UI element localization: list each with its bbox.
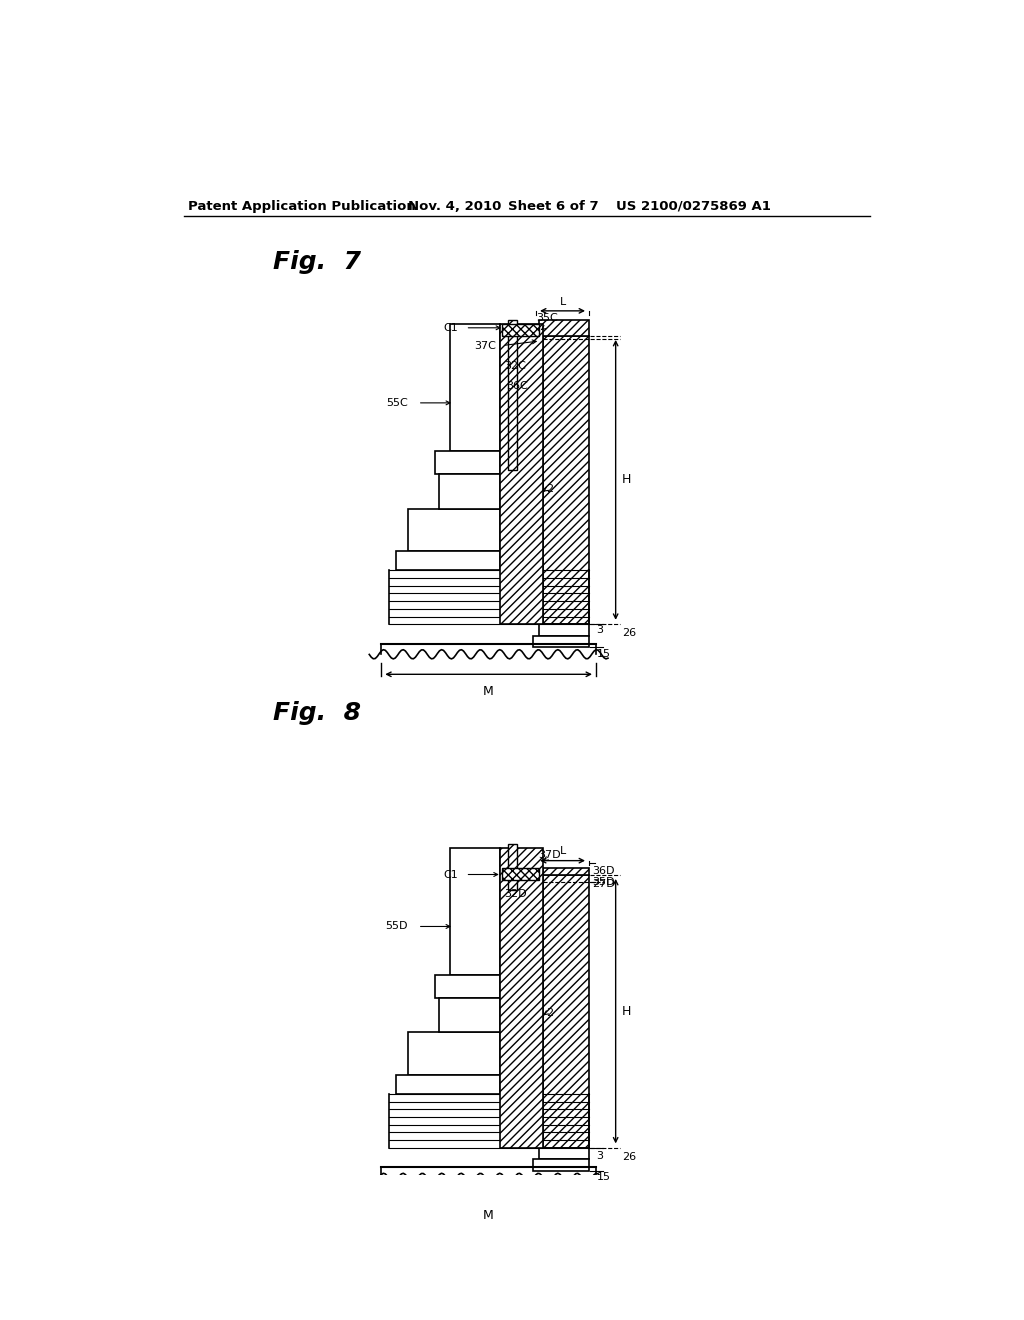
Text: L: L — [559, 297, 565, 306]
Bar — [508, 843, 517, 890]
Bar — [503, 323, 539, 335]
Text: 3: 3 — [596, 1151, 603, 1160]
Text: C1: C1 — [443, 323, 458, 333]
Text: Fig.  7: Fig. 7 — [273, 251, 361, 275]
Text: 2: 2 — [547, 484, 554, 495]
Bar — [408, 508, 500, 552]
Text: Nov. 4, 2010: Nov. 4, 2010 — [408, 199, 501, 213]
Text: 55C: 55C — [386, 397, 408, 408]
Text: H: H — [622, 474, 631, 486]
Text: Sheet 6 of 7: Sheet 6 of 7 — [508, 199, 598, 213]
Bar — [435, 451, 500, 474]
Bar — [500, 323, 543, 624]
Text: 36C: 36C — [506, 380, 528, 391]
Text: 3: 3 — [596, 626, 603, 635]
Text: 15: 15 — [596, 1172, 610, 1183]
Bar — [438, 474, 500, 508]
Bar — [539, 1148, 589, 1159]
Bar — [500, 847, 543, 1148]
Bar — [396, 1074, 500, 1094]
Bar — [534, 1159, 589, 1171]
Text: C1: C1 — [443, 870, 458, 879]
Text: 32D: 32D — [504, 888, 526, 899]
Text: 37D: 37D — [539, 850, 561, 861]
Text: 37C: 37C — [474, 341, 497, 351]
Bar — [408, 1032, 500, 1074]
Text: 15: 15 — [596, 648, 610, 659]
Text: 32C: 32C — [504, 362, 526, 371]
Bar — [539, 624, 589, 636]
Bar — [508, 321, 517, 470]
Bar — [503, 869, 539, 880]
Bar — [438, 998, 500, 1032]
Text: 36D: 36D — [593, 866, 615, 875]
Text: 35D: 35D — [593, 878, 615, 887]
Bar — [435, 974, 500, 998]
Text: 26: 26 — [622, 628, 636, 639]
Bar — [451, 847, 500, 974]
Text: M: M — [483, 1209, 494, 1222]
Text: Fig.  8: Fig. 8 — [273, 701, 361, 725]
Bar — [543, 869, 589, 875]
Text: 27D: 27D — [593, 879, 615, 890]
Text: M: M — [483, 685, 494, 698]
Text: 55D: 55D — [385, 921, 408, 932]
Bar — [451, 323, 500, 451]
Bar — [534, 636, 589, 647]
Bar — [396, 552, 500, 570]
Text: H: H — [622, 1005, 631, 1018]
Text: 2: 2 — [547, 1008, 554, 1018]
Bar — [543, 335, 589, 624]
Text: 35C: 35C — [537, 313, 558, 323]
Text: Patent Application Publication: Patent Application Publication — [188, 199, 416, 213]
Text: US 2100/0275869 A1: US 2100/0275869 A1 — [615, 199, 770, 213]
Bar — [543, 874, 589, 1148]
Bar — [539, 321, 589, 335]
Text: 26: 26 — [622, 1152, 636, 1162]
Text: L: L — [559, 846, 565, 857]
